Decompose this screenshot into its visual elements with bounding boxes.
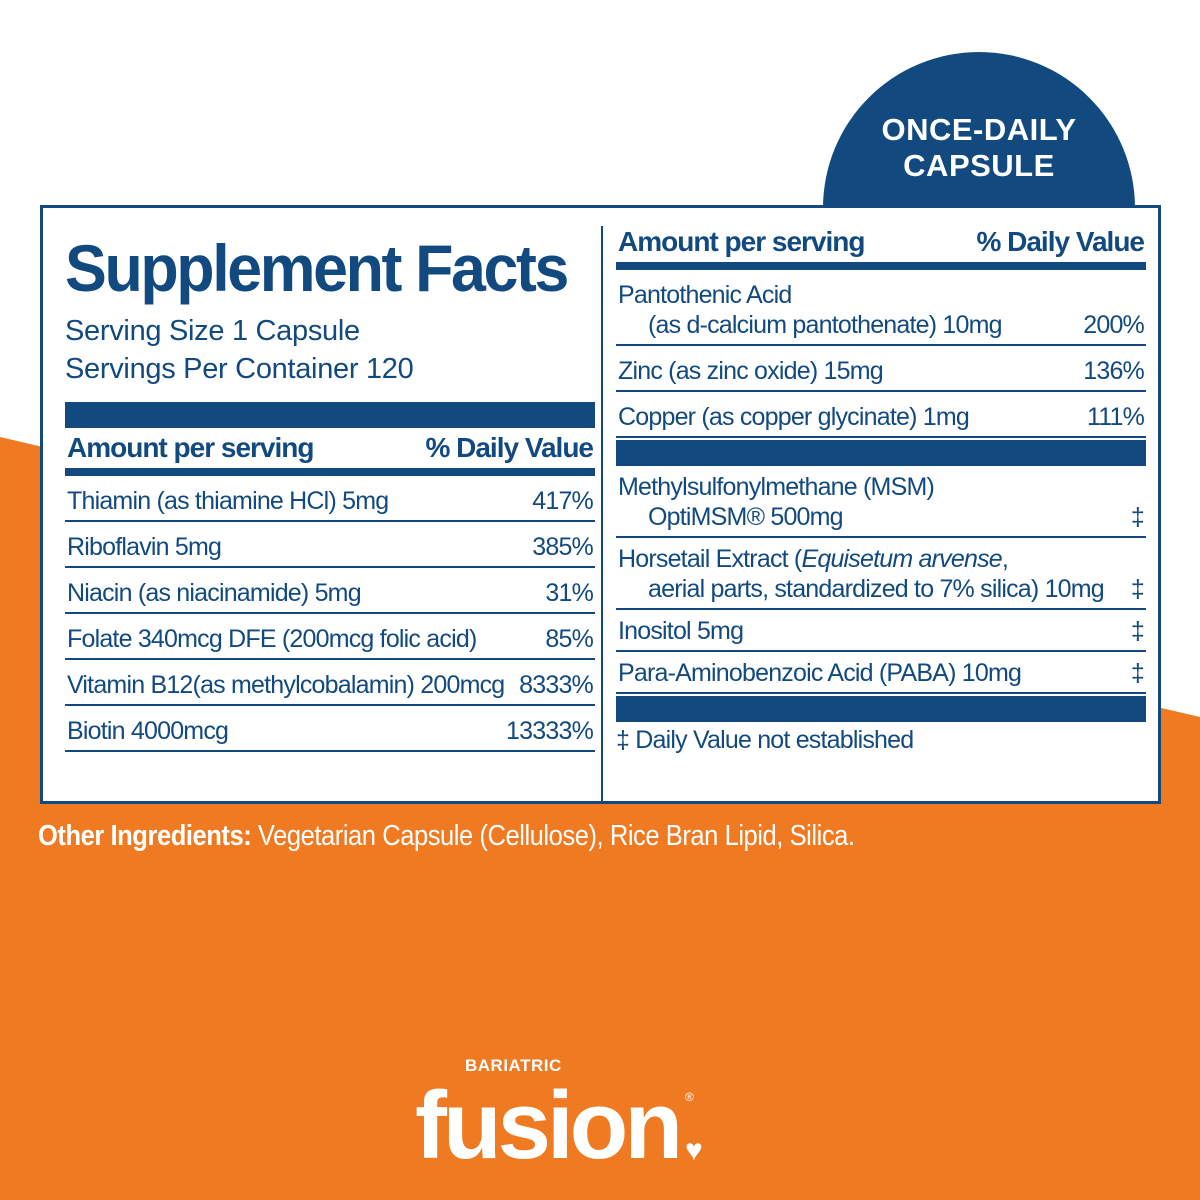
- daily-value: 200%: [1083, 311, 1145, 339]
- nutrient-name-text: Para-Aminobenzoic Acid (PABA) 10mg: [618, 659, 1022, 687]
- logo-marks: ® ♥: [679, 1076, 703, 1176]
- nutrient-name: Horsetail Extract (Equisetum arvense, aer…: [618, 544, 1131, 604]
- nutrient-name-text: Folate 340mcg DFE (200mcg folic acid): [67, 625, 477, 653]
- nutrient-row: Folate 340mcg DFE (200mcg folic acid) 85%: [65, 614, 595, 660]
- nutrient-name: Riboflavin 5mg: [67, 532, 532, 562]
- daily-value: 136%: [1083, 357, 1145, 385]
- daily-value: 31%: [545, 579, 593, 607]
- daily-value: ‡: [1130, 503, 1145, 531]
- nutrient-name: Folate 340mcg DFE (200mcg folic acid): [67, 624, 545, 654]
- nutrient-name: Niacin (as niacinamide) 5mg: [67, 578, 545, 608]
- logo-wordmark-line: fusion ® ♥: [415, 1076, 703, 1176]
- badge-line1: ONCE-DAILY: [881, 112, 1077, 147]
- daily-value: ‡: [1130, 617, 1145, 645]
- divider-bar: [616, 440, 1146, 466]
- divider-bar: [65, 402, 595, 428]
- nutrient-detail: (as d-calcium pantothenate) 10mg: [648, 311, 1003, 339]
- brand-logo: BARIATRIC fusion ® ♥: [415, 1056, 703, 1176]
- left-column: Supplement Facts Serving Size 1 Capsule …: [65, 208, 595, 801]
- other-ingredients-label: Other Ingredients:: [38, 820, 252, 852]
- nutrient-name-text: Copper (as copper glycinate) 1mg: [618, 403, 970, 431]
- nutrient-name-text: Vitamin B12(as methylcobalamin) 200mcg: [67, 671, 505, 699]
- servings-per-container: Servings Per Container 120: [65, 353, 414, 385]
- nutrient-name: Biotin 4000mcg: [67, 716, 506, 746]
- column-divider: [601, 226, 603, 801]
- nutrient-row: Vitamin B12(as methylcobalamin) 200mcg 83…: [65, 660, 595, 706]
- nutrient-name-text: Horsetail Extract (: [618, 545, 802, 573]
- daily-value: ‡: [1130, 659, 1145, 687]
- facts-title: Supplement Facts: [65, 231, 569, 305]
- nutrient-row: Methylsulfonylmethane (MSM) OptiMSM® 500m…: [616, 466, 1146, 538]
- name-end: ,: [1001, 545, 1009, 573]
- nutrient-row: Horsetail Extract (Equisetum arvense, aer…: [616, 538, 1146, 610]
- nutrient-name-text: Biotin 4000mcg: [67, 717, 229, 745]
- divider-thin: [616, 262, 1146, 270]
- nutrient-name-text: Inositol 5mg: [618, 617, 744, 645]
- nutrient-name: Copper (as copper glycinate) 1mg: [618, 402, 1087, 432]
- other-ingredients: Other Ingredients: Vegetarian Capsule (C…: [38, 820, 855, 853]
- dv-header: % Daily Value: [425, 432, 594, 463]
- nutrient-row: Pantothenic Acid (as d-calcium pantothena…: [616, 270, 1146, 346]
- nutrient-row: Thiamin (as thiamine HCl) 5mg 417%: [65, 476, 595, 522]
- logo-wordmark: fusion: [415, 1072, 683, 1179]
- nutrient-row: Zinc (as zinc oxide) 15mg 136%: [616, 346, 1146, 392]
- amount-header: Amount per serving: [618, 226, 865, 257]
- daily-value: 111%: [1086, 403, 1145, 431]
- divider-bar: [616, 696, 1146, 722]
- nutrient-row: Biotin 4000mcg 13333%: [65, 706, 595, 752]
- heart-icon: ♥: [684, 1134, 703, 1167]
- column-header: Amount per serving % Daily Value: [616, 222, 1146, 258]
- nutrient-detail: aerial parts, standardized to 7% silica)…: [648, 575, 1105, 603]
- nutrient-name-text: Zinc (as zinc oxide) 15mg: [618, 357, 884, 385]
- nutrient-name-text: Niacin (as niacinamide) 5mg: [67, 579, 362, 607]
- nutrient-name: Zinc (as zinc oxide) 15mg: [618, 356, 1083, 386]
- amount-header: Amount per serving: [67, 432, 314, 463]
- supplement-facts-label: Supplement Facts Serving Size 1 Capsule …: [40, 205, 1161, 804]
- footnote: ‡ Daily Value not established: [616, 726, 914, 754]
- logo-small-text: BARIATRIC: [465, 1056, 562, 1075]
- nutrient-row: Inositol 5mg ‡: [616, 610, 1146, 652]
- serving-size: Serving Size 1 Capsule: [65, 315, 360, 347]
- latin-name: Equisetum arvense: [801, 545, 1002, 573]
- nutrient-name: Pantothenic Acid (as d-calcium pantothena…: [618, 280, 1083, 340]
- divider-thin: [65, 468, 595, 476]
- column-header: Amount per serving % Daily Value: [65, 428, 595, 464]
- nutrient-row: Copper (as copper glycinate) 1mg 111%: [616, 392, 1146, 438]
- nutrient-name-text: Thiamin (as thiamine HCl) 5mg: [67, 487, 389, 515]
- nutrient-name: Inositol 5mg: [618, 616, 1131, 646]
- daily-value: 417%: [532, 487, 594, 515]
- daily-value: 85%: [545, 625, 593, 653]
- registered-mark: ®: [684, 1090, 694, 1104]
- nutrient-row: Para-Aminobenzoic Acid (PABA) 10mg ‡: [616, 652, 1146, 694]
- other-ingredients-value: Vegetarian Capsule (Cellulose), Rice Bra…: [251, 820, 855, 852]
- nutrient-name-text: Pantothenic Acid: [618, 281, 792, 309]
- daily-value: 13333%: [506, 717, 594, 745]
- nutrient-name: Thiamin (as thiamine HCl) 5mg: [67, 486, 532, 516]
- badge-line2: CAPSULE: [903, 148, 1055, 183]
- right-column: Amount per serving % Daily Value Pantothe…: [616, 208, 1146, 801]
- nutrient-name: Vitamin B12(as methylcobalamin) 200mcg: [67, 670, 519, 700]
- nutrient-row: Niacin (as niacinamide) 5mg 31%: [65, 568, 595, 614]
- nutrient-row: Riboflavin 5mg 385%: [65, 522, 595, 568]
- dv-header: % Daily Value: [976, 226, 1145, 257]
- nutrient-name-text: Methylsulfonylmethane (MSM): [618, 473, 935, 501]
- daily-value: 385%: [532, 533, 594, 561]
- nutrient-name: Para-Aminobenzoic Acid (PABA) 10mg: [618, 658, 1131, 688]
- nutrient-detail: OptiMSM® 500mg: [648, 503, 844, 531]
- daily-value: ‡: [1130, 575, 1145, 603]
- nutrient-name-text: Riboflavin 5mg: [67, 533, 222, 561]
- daily-value: 8333%: [519, 671, 594, 699]
- nutrient-name: Methylsulfonylmethane (MSM) OptiMSM® 500m…: [618, 472, 1131, 532]
